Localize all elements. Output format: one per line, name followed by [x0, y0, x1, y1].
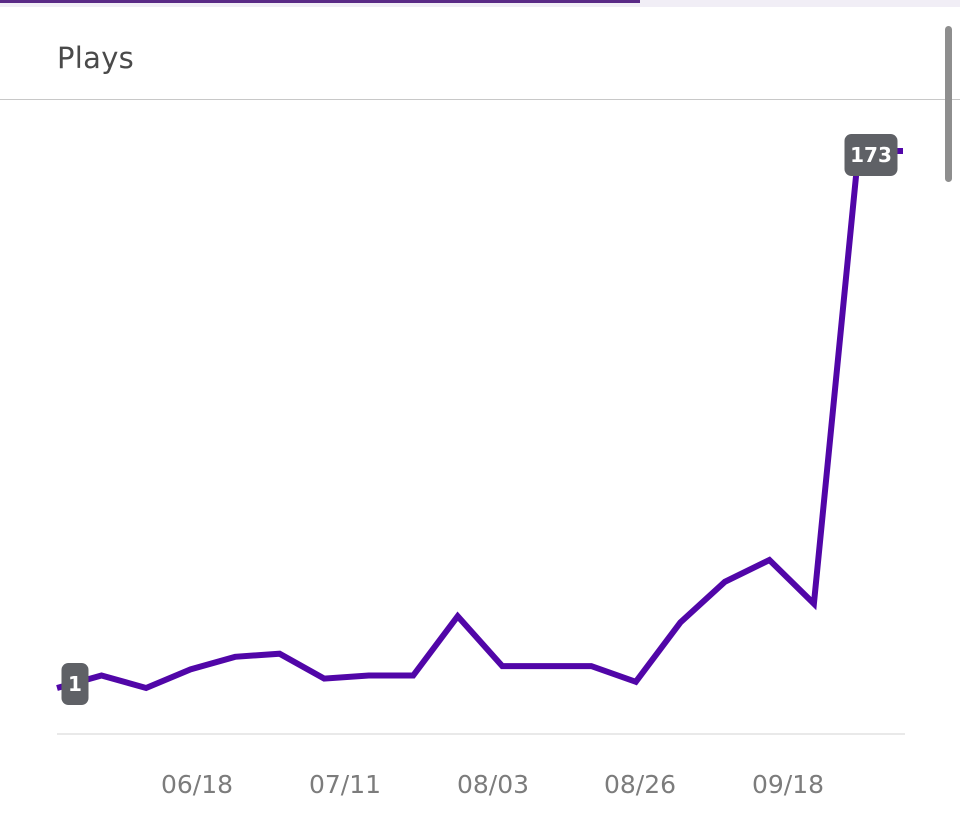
data-point [54, 685, 60, 691]
data-point [544, 663, 550, 669]
data-point [455, 613, 461, 619]
x-tick-label: 09/18 [752, 770, 824, 799]
data-point [188, 666, 194, 672]
scrollbar-thumb[interactable] [945, 26, 952, 182]
data-point [722, 579, 728, 585]
data-point [677, 619, 683, 625]
data-point [321, 676, 327, 682]
first-value-badge-bg [61, 663, 89, 705]
data-point [410, 673, 416, 679]
data-point [588, 663, 594, 669]
x-tick-label: 07/11 [309, 770, 381, 799]
x-tick-label: 08/03 [457, 770, 529, 799]
data-point [766, 557, 772, 563]
top-progress-fill [0, 0, 641, 3]
data-point [900, 148, 906, 154]
data-point [99, 673, 105, 679]
data-point [232, 654, 238, 660]
x-tick-label: 08/26 [604, 770, 676, 799]
chart-header: Plays [0, 7, 960, 100]
data-point [499, 663, 505, 669]
first-value-badge-label: 1 [68, 672, 82, 696]
page-title: Plays [57, 41, 135, 75]
data-point [811, 601, 817, 607]
last-value-badge-label: 173 [850, 143, 892, 167]
data-point [633, 679, 639, 685]
top-progress-track [0, 0, 960, 7]
last-value-badge-bg [844, 134, 898, 176]
x-tick-label: 06/18 [161, 770, 233, 799]
plays-series-line [56, 148, 903, 692]
data-point [277, 651, 283, 657]
data-point [366, 673, 372, 679]
data-point [143, 685, 149, 691]
